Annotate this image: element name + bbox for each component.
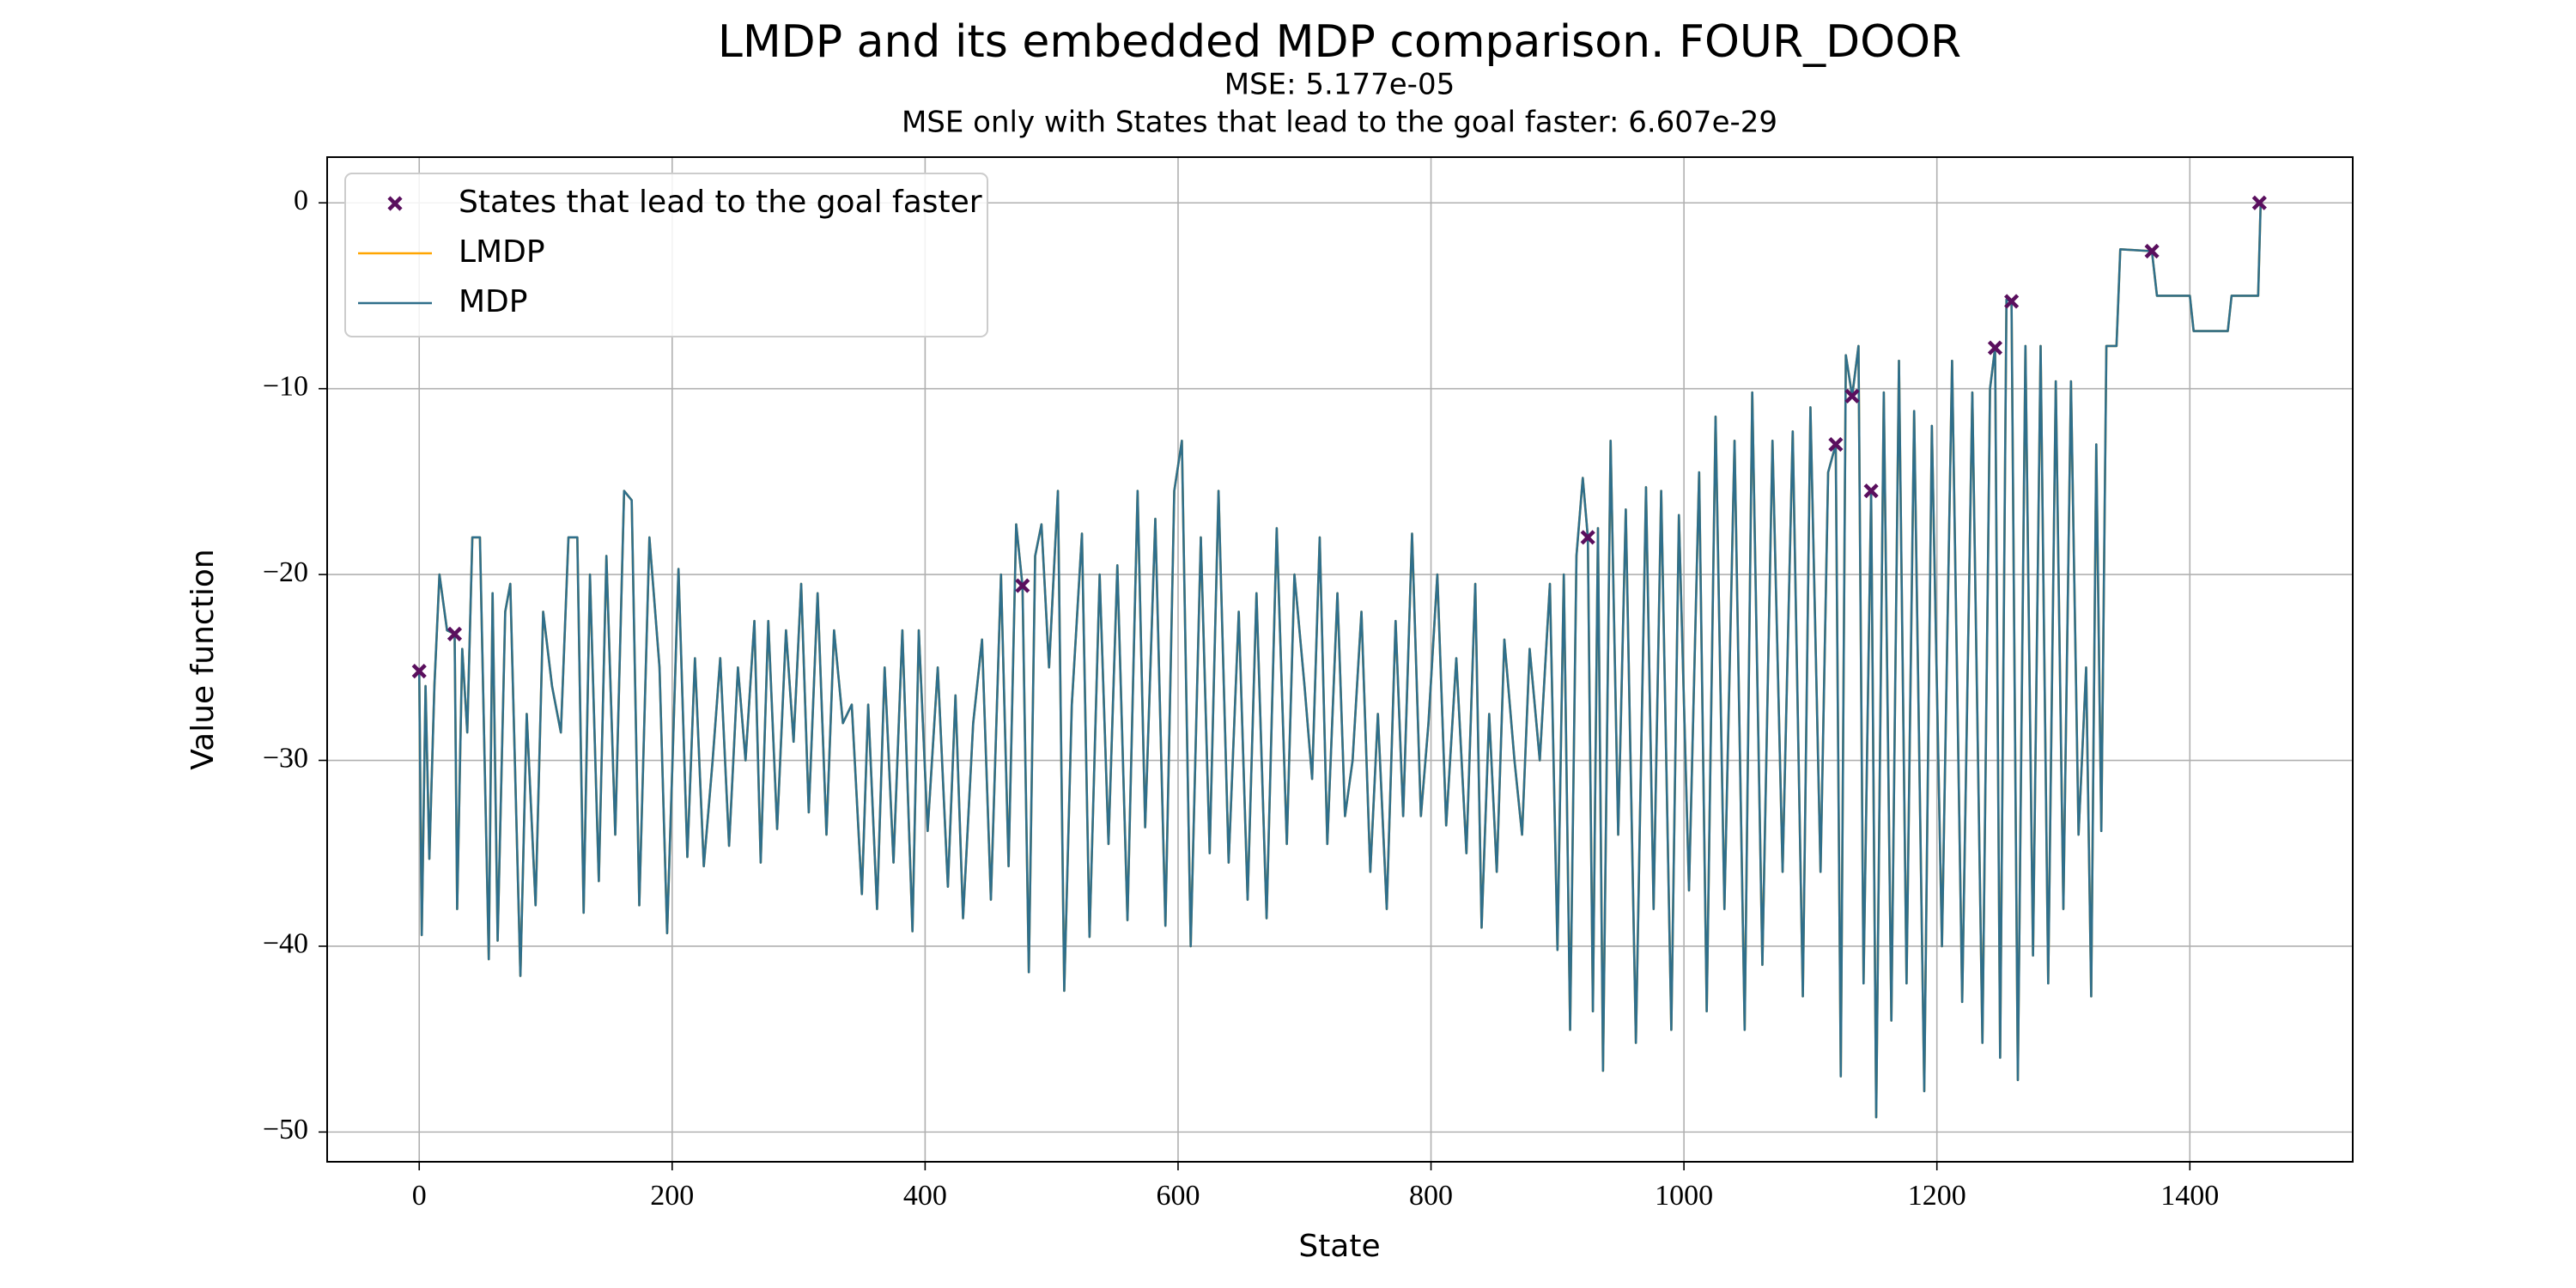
scatter-point — [1828, 437, 1844, 453]
scatter-point — [2144, 243, 2160, 259]
legend: States that lead to the goal faster LMDP M… — [344, 173, 988, 337]
y-tick-label: −40 — [263, 928, 308, 960]
scatter-point — [1015, 578, 1030, 593]
scatter-point — [411, 664, 427, 679]
x-tick-label: 0 — [412, 1180, 427, 1212]
scatter-point — [1987, 340, 2003, 355]
legend-marker — [387, 196, 403, 211]
y-tick-label: 0 — [294, 185, 308, 216]
legend-label: LMDP — [459, 234, 545, 270]
y-axis-label: Value function — [185, 549, 221, 769]
data-line — [417, 203, 2263, 1119]
scatter-point — [447, 626, 463, 641]
y-tick-label: −20 — [263, 556, 308, 588]
scatter-point — [1863, 483, 1879, 499]
legend-label: States that lead to the goal faster — [459, 185, 982, 220]
y-tick-label: −50 — [263, 1114, 308, 1145]
chart-subtitle: MSE: 5.177e-05 — [1224, 68, 1455, 102]
x-axis-label: State — [1298, 1229, 1380, 1264]
chart-title: LMDP and its embedded MDP comparison. FO… — [718, 16, 1961, 68]
scatter-point — [2251, 195, 2267, 210]
scatter-point — [2004, 294, 2020, 309]
x-tick-label: 1400 — [2160, 1180, 2219, 1212]
x-tick-label: 1000 — [1655, 1180, 1713, 1212]
y-tick-label: −10 — [263, 370, 308, 402]
scatter-point — [1580, 530, 1595, 545]
x-tick-label: 800 — [1409, 1180, 1453, 1212]
chart-subtitle: MSE only with States that lead to the go… — [902, 106, 1777, 140]
legend-label: MDP — [459, 284, 528, 319]
x-tick-label: 600 — [1156, 1180, 1200, 1212]
plot-frame — [326, 156, 2354, 1163]
legend-box — [344, 173, 988, 337]
x-tick-label: 200 — [650, 1180, 694, 1212]
x-tick-label: 1200 — [1908, 1180, 1966, 1212]
x-tick-label: 400 — [903, 1180, 947, 1212]
scatter-point — [1844, 388, 1860, 404]
y-tick-label: −30 — [263, 742, 308, 774]
